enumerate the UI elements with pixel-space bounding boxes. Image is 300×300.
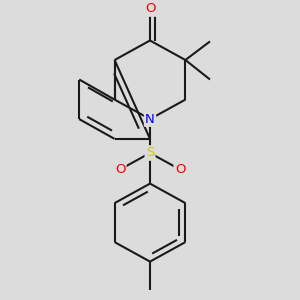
Text: O: O <box>175 163 185 176</box>
Text: N: N <box>145 112 155 126</box>
Text: O: O <box>115 163 125 176</box>
Text: S: S <box>146 146 154 160</box>
Text: O: O <box>145 2 155 16</box>
